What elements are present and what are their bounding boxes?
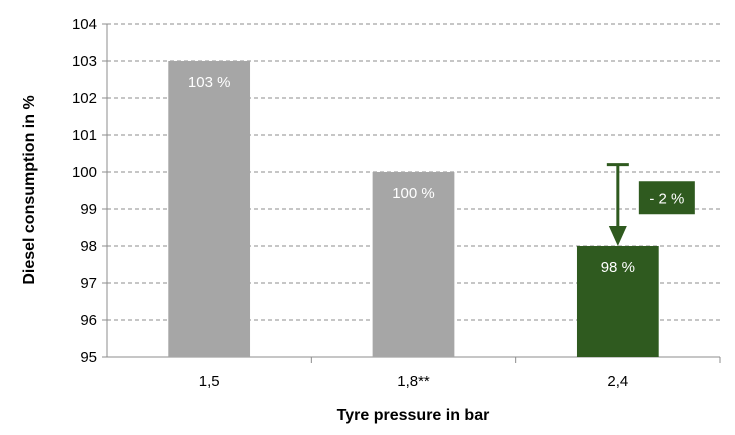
y-tick-label: 100	[72, 164, 97, 181]
bar-data-label: 98 %	[601, 259, 635, 276]
bar	[576, 246, 659, 357]
bar	[168, 61, 251, 357]
x-axis-ticks: 1,5 1,8** 2,4	[199, 357, 721, 390]
y-tick-label: 99	[80, 201, 97, 218]
y-tick-label: 101	[72, 127, 97, 144]
y-tick-label: 97	[80, 275, 97, 292]
x-axis-title: Tyre pressure in bar	[337, 407, 490, 424]
annotation-arrow-head	[608, 226, 627, 246]
y-axis-ticks: 95 96 97 98 99 100 101 102 103 104	[72, 16, 107, 366]
y-tick-label: 98	[80, 238, 97, 255]
bars: 103 % 100 % 98 %	[168, 61, 659, 357]
x-tick-label: 2,4	[607, 373, 628, 390]
y-axis-title: Diesel consumption in %	[21, 95, 38, 284]
x-tick-label: 1,8**	[397, 373, 430, 390]
annotation-label: - 2 %	[649, 190, 684, 207]
bar	[372, 172, 455, 357]
difference-annotation: - 2 %	[606, 163, 695, 246]
y-tick-label: 95	[80, 349, 97, 366]
bar-data-label: 100 %	[392, 185, 435, 202]
x-tick-label: 1,5	[199, 373, 220, 390]
y-tick-label: 104	[72, 16, 97, 33]
y-tick-label: 96	[80, 312, 97, 329]
y-tick-label: 102	[72, 90, 97, 107]
bar-data-label: 103 %	[188, 74, 231, 91]
y-tick-label: 103	[72, 53, 97, 70]
annotation-label-box	[638, 181, 695, 215]
